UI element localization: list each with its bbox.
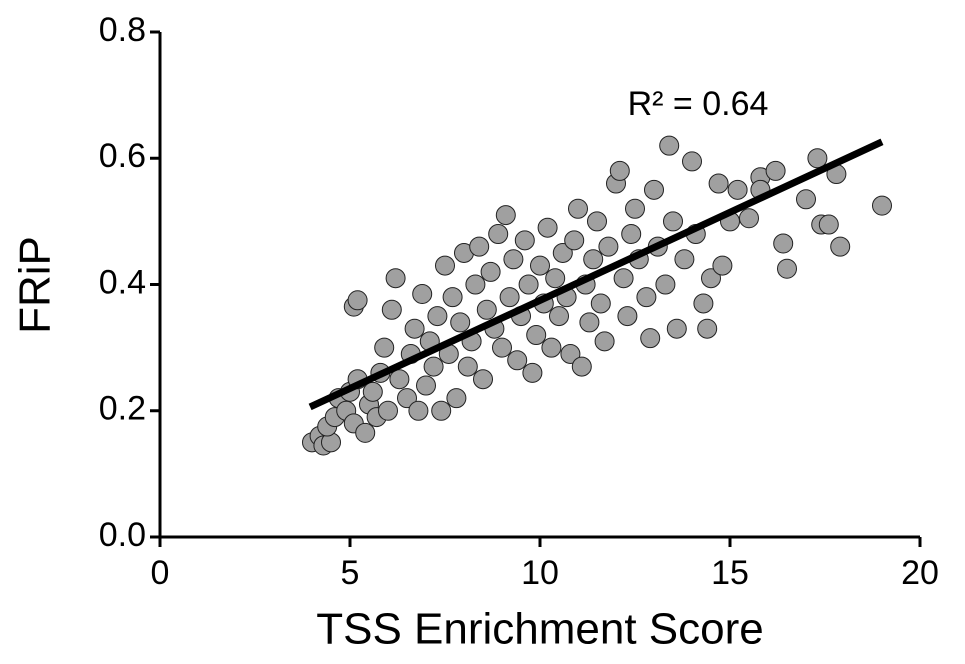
point <box>701 268 721 289</box>
point <box>587 211 607 232</box>
point <box>385 268 406 289</box>
x-axis-title: TSS Enrichment Score <box>316 605 764 654</box>
point <box>818 214 839 235</box>
point <box>374 337 395 358</box>
point <box>522 362 543 383</box>
point <box>598 236 619 257</box>
point <box>773 233 794 254</box>
point <box>499 287 520 308</box>
point <box>435 255 455 276</box>
point <box>727 179 748 200</box>
x-tick-label: 20 <box>901 554 939 592</box>
point <box>579 312 600 333</box>
annotation: R² = 0.64 <box>628 85 769 123</box>
point <box>560 343 581 364</box>
point <box>663 211 683 232</box>
point <box>583 249 604 270</box>
point <box>708 173 729 194</box>
y-tick-label: 0.4 <box>99 263 146 301</box>
point <box>830 236 851 257</box>
point <box>514 230 535 251</box>
point <box>549 306 569 327</box>
point <box>625 198 645 219</box>
y-tick-label: 0.8 <box>99 11 146 49</box>
point <box>446 388 467 409</box>
point <box>389 369 410 390</box>
x-tick-label: 10 <box>521 554 559 592</box>
point <box>796 189 816 210</box>
point <box>537 217 558 238</box>
point <box>739 208 759 229</box>
point <box>457 356 478 377</box>
point <box>617 306 638 327</box>
point <box>609 160 630 181</box>
point <box>503 249 524 270</box>
point <box>378 400 398 421</box>
point <box>408 400 429 421</box>
point <box>412 283 433 304</box>
point <box>636 287 657 308</box>
point <box>564 230 585 251</box>
point <box>480 261 501 282</box>
point <box>712 255 733 276</box>
point <box>381 299 402 320</box>
y-axis-title: FRiP <box>11 236 60 334</box>
point <box>594 331 615 352</box>
y-tick-label: 0.6 <box>99 137 146 175</box>
point <box>640 328 661 349</box>
y-tick-label: 0.2 <box>99 390 146 428</box>
point <box>568 198 588 219</box>
point <box>473 369 493 390</box>
point <box>777 258 797 279</box>
point <box>416 375 436 396</box>
point <box>495 205 516 226</box>
point <box>362 381 383 402</box>
point <box>807 148 828 169</box>
point <box>552 242 573 263</box>
point <box>541 337 562 358</box>
point <box>655 274 676 295</box>
point <box>518 274 539 295</box>
point <box>507 350 528 371</box>
point <box>765 160 786 181</box>
point <box>872 195 892 216</box>
point <box>431 400 452 421</box>
point <box>621 224 642 244</box>
x-tick-label: 0 <box>151 554 170 592</box>
point <box>590 293 611 314</box>
point <box>469 236 490 257</box>
point <box>571 356 592 377</box>
point <box>465 274 486 295</box>
point <box>492 337 512 358</box>
point <box>526 325 547 345</box>
point <box>355 422 376 443</box>
point <box>450 312 471 333</box>
x-tick-label: 5 <box>341 554 360 592</box>
point <box>644 179 664 200</box>
point <box>347 290 368 311</box>
point <box>666 318 687 339</box>
point <box>530 255 550 276</box>
x-tick-label: 15 <box>711 554 749 592</box>
point <box>476 299 497 320</box>
point <box>693 293 714 314</box>
point <box>488 224 509 244</box>
point <box>659 135 680 156</box>
point <box>697 318 718 339</box>
point <box>423 356 444 377</box>
point <box>682 151 702 172</box>
fit-line <box>308 138 884 411</box>
point <box>545 268 566 289</box>
point <box>427 306 448 327</box>
y-tick-label: 0.0 <box>99 516 146 554</box>
point <box>404 318 425 339</box>
point <box>397 388 417 409</box>
point <box>442 287 463 308</box>
point <box>613 268 634 289</box>
point <box>674 249 695 270</box>
